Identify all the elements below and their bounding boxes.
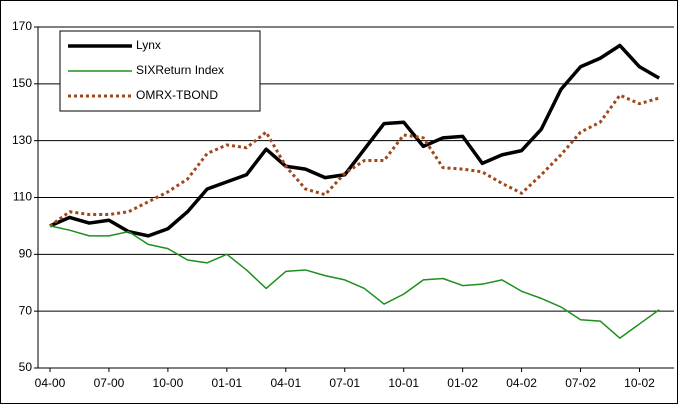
legend-label: SIXReturn Index — [136, 63, 224, 77]
y-tick-label: 130 — [12, 133, 32, 147]
y-tick-label: 50 — [19, 360, 33, 374]
x-tick-label: 01-01 — [211, 376, 242, 390]
legend: Lynx SIXReturn Index OMRX-TBOND — [59, 30, 261, 112]
x-tick-label: 01-02 — [447, 376, 478, 390]
x-tick-label: 10-00 — [153, 376, 184, 390]
x-tick-label: 04-00 — [35, 376, 66, 390]
y-tick-label: 70 — [19, 303, 33, 317]
y-tick-label: 90 — [19, 247, 33, 261]
legend-label: Lynx — [136, 38, 161, 52]
x-tick-label: 04-02 — [506, 376, 537, 390]
x-tick-label: 07-01 — [329, 376, 360, 390]
y-tick-label: 170 — [12, 19, 32, 33]
x-tick-label: 07-02 — [565, 376, 596, 390]
x-tick-label: 10-01 — [388, 376, 419, 390]
x-tick-label: 04-01 — [270, 376, 301, 390]
x-tick-label: 07-00 — [94, 376, 125, 390]
y-tick-label: 110 — [13, 190, 32, 204]
series-line — [49, 43, 661, 238]
legend-label: OMRX-TBOND — [136, 88, 218, 102]
series-line — [49, 93, 660, 228]
x-tick-label: 10-02 — [624, 376, 655, 390]
y-tick-label: 150 — [12, 76, 32, 90]
series-line — [49, 225, 660, 339]
